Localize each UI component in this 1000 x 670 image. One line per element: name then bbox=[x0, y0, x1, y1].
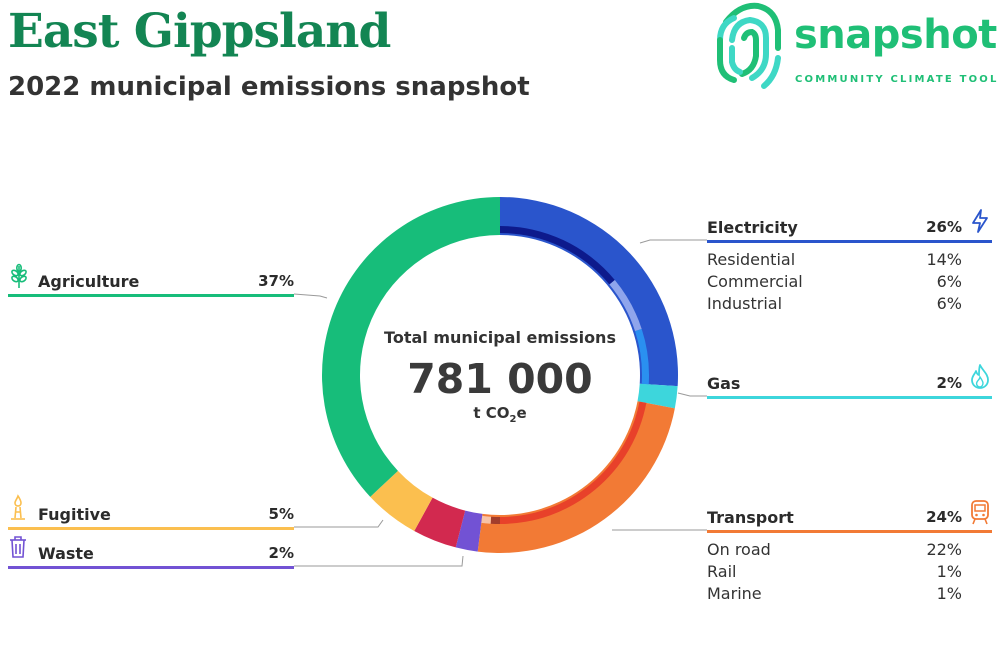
subslice-transport-rail bbox=[490, 516, 500, 524]
subcategory-percent: 22% bbox=[926, 540, 962, 559]
slice-industrial-processes bbox=[414, 497, 466, 548]
slice-agriculture bbox=[321, 196, 500, 497]
slice-electricity bbox=[500, 197, 678, 387]
subcategory-label: On road bbox=[707, 540, 771, 559]
wheat-icon bbox=[11, 263, 27, 288]
category-underline bbox=[707, 396, 992, 399]
snapshot-logo: snapshot COMMUNITY CLIMATE TOOL bbox=[712, 0, 1000, 92]
subcategory-label: Industrial bbox=[707, 294, 783, 313]
category-underline bbox=[8, 566, 294, 569]
category-underline bbox=[8, 294, 294, 297]
leader-line bbox=[677, 392, 707, 397]
leader-line bbox=[293, 293, 328, 299]
category-underline bbox=[707, 240, 992, 243]
leader-line bbox=[294, 555, 464, 567]
category-transport: Transport 24% On road 22% Rail 1% Marine… bbox=[707, 508, 992, 608]
slice-waste bbox=[455, 510, 483, 552]
category-label: Electricity bbox=[707, 218, 798, 237]
category-fugitive: Fugitive 5% bbox=[8, 505, 294, 535]
category-underline bbox=[707, 530, 992, 533]
category-agriculture: Agriculture 37% bbox=[8, 272, 294, 302]
total-emissions-value: 781 000 bbox=[407, 355, 593, 403]
unit-prefix: t CO bbox=[473, 404, 510, 422]
logo-tagline: COMMUNITY CLIMATE TOOL bbox=[795, 74, 999, 85]
fingerprint-logo-icon bbox=[717, 2, 781, 89]
category-percent: 37% bbox=[258, 272, 294, 290]
lightning-bolt-icon bbox=[972, 209, 988, 233]
category-percent: 2% bbox=[936, 374, 962, 392]
subcategory-percent: 6% bbox=[936, 294, 962, 313]
logo-wordmark: snapshot bbox=[794, 12, 997, 58]
slice-fugitive bbox=[370, 470, 433, 531]
category-percent: 5% bbox=[268, 505, 294, 523]
category-waste: Waste 2% bbox=[8, 544, 294, 574]
gas-flare-icon bbox=[11, 494, 25, 520]
flame-icon bbox=[971, 364, 989, 389]
subcategory-percent: 1% bbox=[936, 584, 962, 603]
total-emissions-label: Total municipal emissions bbox=[384, 328, 616, 347]
slice-gas bbox=[637, 383, 678, 409]
subslice-transport-marine bbox=[481, 515, 492, 524]
inner-ring bbox=[481, 226, 649, 524]
subcategory-percent: 14% bbox=[926, 250, 962, 269]
category-label: Transport bbox=[707, 508, 794, 527]
trash-bin-icon bbox=[10, 536, 26, 558]
page-subtitle: 2022 municipal emissions snapshot bbox=[8, 72, 530, 102]
category-percent: 26% bbox=[926, 218, 962, 236]
category-percent: 2% bbox=[268, 544, 294, 562]
page-title: East Gippsland bbox=[8, 4, 391, 59]
category-percent: 24% bbox=[926, 508, 962, 526]
subslice-electricity-residential bbox=[500, 226, 615, 285]
category-gas: Gas 2% bbox=[707, 374, 992, 404]
subcategory-percent: 6% bbox=[936, 272, 962, 291]
subcategory-label: Commercial bbox=[707, 272, 803, 291]
subslice-transport-on-road bbox=[500, 401, 647, 524]
unit-suffix: e bbox=[516, 404, 527, 422]
leader-line bbox=[294, 519, 384, 528]
leader-line bbox=[639, 239, 707, 244]
train-icon bbox=[971, 500, 989, 525]
category-electricity: Electricity 26% Residential 14% Commerci… bbox=[707, 218, 992, 318]
leader-lines bbox=[293, 239, 707, 567]
subcategory-label: Residential bbox=[707, 250, 796, 269]
category-label: Gas bbox=[707, 374, 741, 393]
category-label: Fugitive bbox=[38, 505, 111, 524]
category-underline bbox=[8, 527, 294, 530]
subcategory-percent: 1% bbox=[936, 562, 962, 581]
category-label: Agriculture bbox=[38, 272, 140, 291]
subslice-electricity-industrial bbox=[635, 328, 649, 385]
subslice-electricity-commercial bbox=[609, 280, 642, 332]
subcategory-label: Marine bbox=[707, 584, 762, 603]
total-emissions-unit: t CO2e bbox=[380, 404, 620, 425]
subcategory-label: Rail bbox=[707, 562, 737, 581]
category-label: Waste bbox=[38, 544, 94, 563]
unit-subscript: 2 bbox=[509, 414, 517, 425]
